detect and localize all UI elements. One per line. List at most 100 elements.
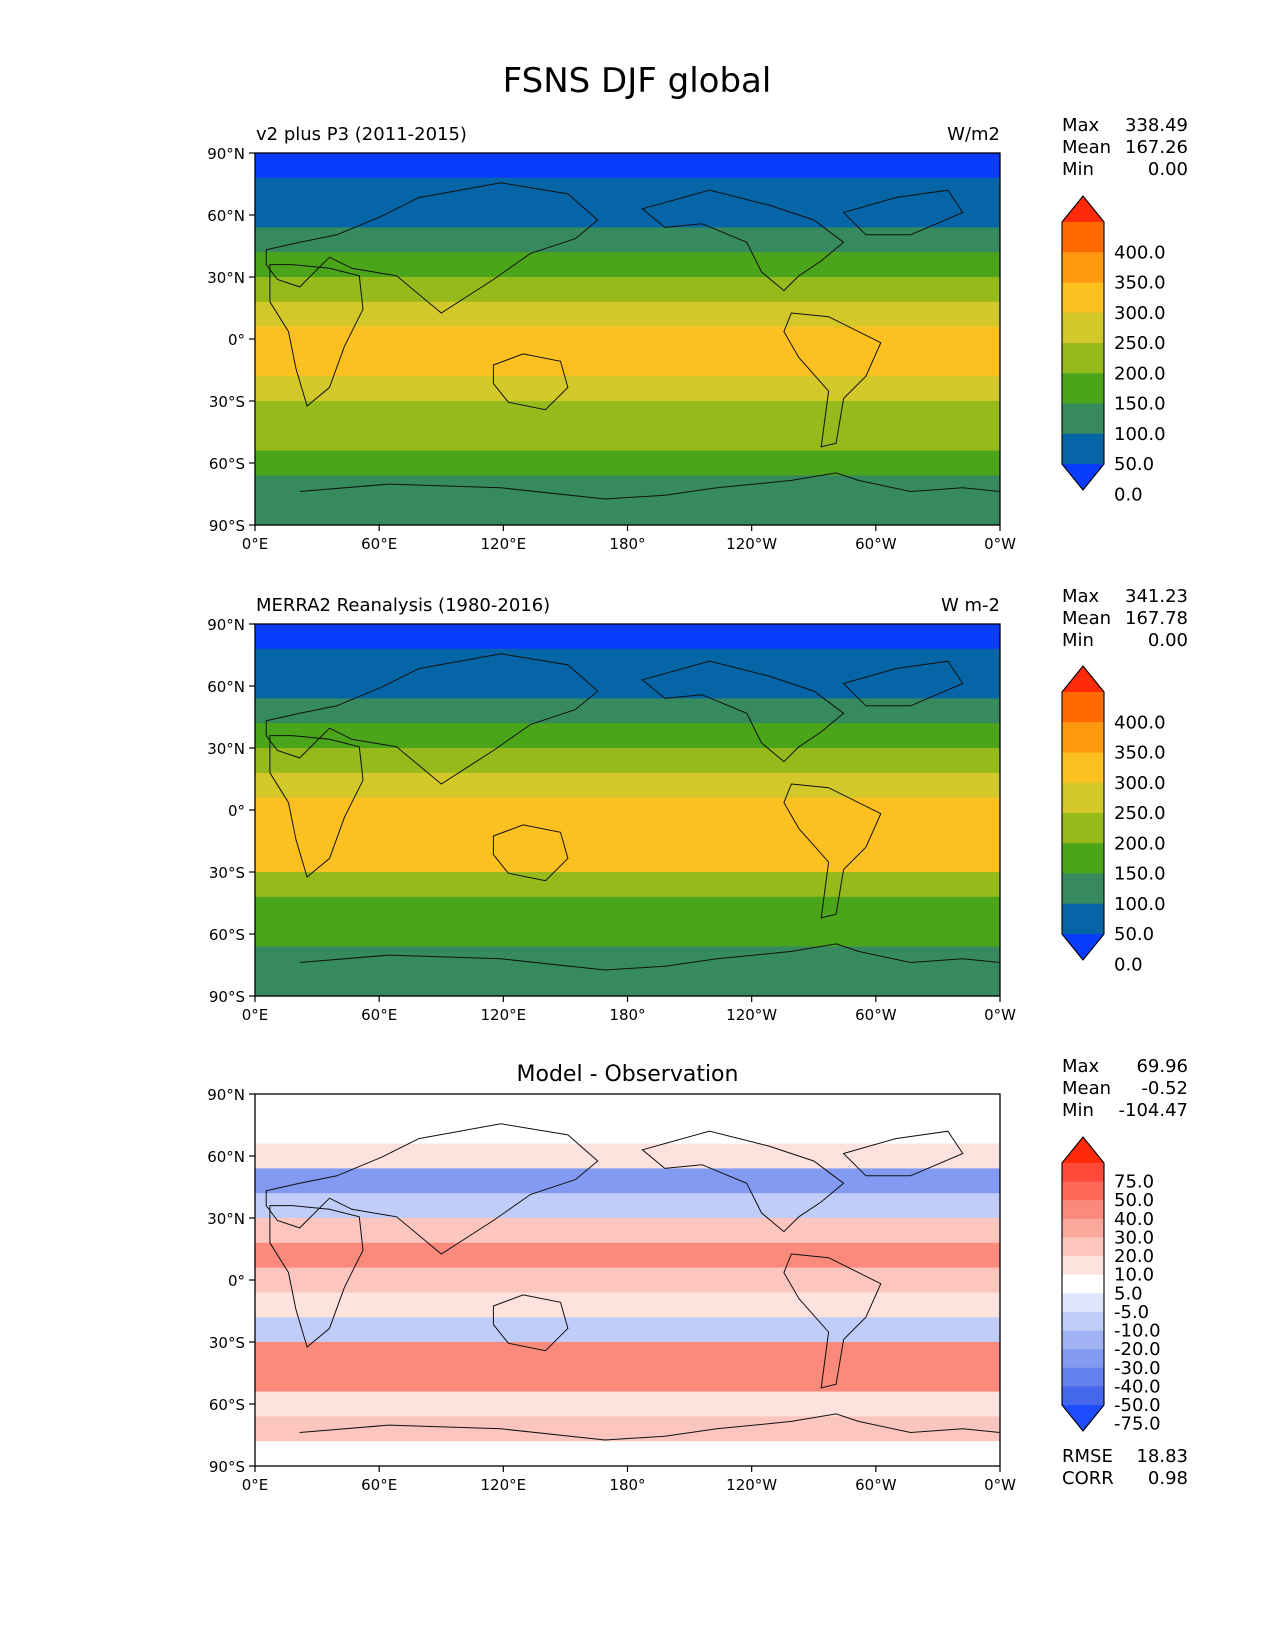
field-band: [255, 401, 1000, 427]
y-tick-label: 0°: [228, 802, 245, 820]
stat-value: 341.23: [1125, 586, 1188, 607]
colorbar-outline: [1061, 195, 1105, 491]
y-tick-label: 30°N: [207, 1210, 245, 1228]
colorbar-label: 400.0: [1114, 242, 1166, 263]
field-band: [255, 896, 1000, 923]
colorbar-label: 5.0: [1114, 1283, 1143, 1304]
panel-left-title: MERRA2 Reanalysis (1980-2016): [256, 595, 550, 616]
coastline: [299, 943, 1001, 971]
field-band: [255, 450, 1000, 476]
stat-value: -104.47: [1119, 1100, 1188, 1121]
y-tick-label: 30°S: [209, 864, 245, 882]
coastline: [265, 653, 599, 785]
colorbar-segment: [1062, 1256, 1104, 1276]
field-bands: [255, 1094, 1000, 1467]
y-tick-label: 90°N: [207, 616, 245, 634]
stat-label: Min: [1062, 630, 1094, 651]
field-band: [255, 376, 1000, 402]
colorbar: 75.050.040.030.020.010.05.0-5.0-10.0-20.…: [1061, 1136, 1161, 1435]
colorbar-segment: [1062, 312, 1104, 344]
field-band: [255, 1168, 1000, 1194]
colorbar-extend-min: [1062, 1405, 1104, 1431]
colorbar-segment: [1062, 722, 1104, 753]
colorbar-segment: [1062, 843, 1104, 874]
y-tick-label: 90°S: [209, 988, 245, 1006]
field-band: [255, 1292, 1000, 1318]
stat-label: Max: [1062, 586, 1100, 607]
field-band: [255, 1391, 1000, 1417]
x-tick-label: 60°W: [855, 1476, 897, 1494]
x-tick-label: 120°W: [726, 1006, 777, 1024]
field-band: [255, 1317, 1000, 1343]
field-band: [255, 1143, 1000, 1169]
field-band: [255, 153, 1000, 179]
y-tick-label: 90°N: [207, 1086, 245, 1104]
field-band: [255, 326, 1000, 352]
coastline: [299, 472, 1001, 500]
colorbar-segment: [1062, 903, 1104, 935]
colorbar-label: 50.0: [1114, 1190, 1154, 1211]
figure-title: FSNS DJF global: [503, 61, 772, 101]
coastline: [265, 1123, 599, 1255]
colorbar-segment: [1062, 1163, 1104, 1183]
coastline: [842, 1130, 964, 1177]
field-bands: [255, 153, 1000, 526]
coastline: [783, 312, 882, 448]
colorbar-segment: [1062, 782, 1104, 814]
x-tick-label: 60°W: [855, 535, 897, 553]
panel-center-title: Model - Observation: [517, 1062, 739, 1087]
coastline: [641, 189, 845, 292]
x-tick-label: 0°W: [984, 1476, 1016, 1494]
stat-value: 69.96: [1136, 1056, 1188, 1077]
colorbar-label: 350.0: [1114, 273, 1166, 294]
colorbar-label: 200.0: [1114, 833, 1166, 854]
field-bands: [255, 624, 1000, 997]
colorbar-segment: [1062, 1367, 1104, 1387]
coastline: [492, 824, 569, 882]
field-band: [255, 648, 1000, 675]
field-band: [255, 500, 1000, 526]
map-panel-1: 90°N 60°N 30°N 0° 30°S 60°S 90°S0°E 60°E 120°E 18…: [207, 115, 1188, 553]
field-band: [255, 822, 1000, 848]
x-tick-label: 0°E: [242, 1006, 269, 1024]
colorbar-label: 350.0: [1114, 743, 1166, 764]
colorbar-segment: [1062, 222, 1104, 253]
y-tick-label: 60°S: [209, 1396, 245, 1414]
colorbar-extend-max: [1062, 196, 1104, 222]
x-tick-label: 0°E: [242, 535, 269, 553]
coastline: [299, 1413, 1001, 1441]
colorbar-label: 300.0: [1114, 303, 1166, 324]
x-tick-label: 60°E: [361, 1476, 397, 1494]
colorbar-segment: [1062, 1237, 1104, 1257]
colorbar-segment: [1062, 373, 1104, 404]
colorbar-label: 0.0: [1114, 954, 1143, 975]
colorbar-label: 40.0: [1114, 1209, 1154, 1230]
field-band: [255, 1218, 1000, 1244]
field-band: [255, 1242, 1000, 1269]
stat-label: Mean: [1062, 137, 1111, 158]
colorbar-segment: [1062, 752, 1104, 784]
y-tick-label: 60°N: [207, 1148, 245, 1166]
colorbar-label: 100.0: [1114, 424, 1166, 445]
field-band: [255, 1366, 1000, 1393]
colorbar-label: 400.0: [1114, 712, 1166, 733]
y-tick-label: 60°S: [209, 926, 245, 944]
colorbar-extend-min: [1062, 934, 1104, 960]
field-band: [255, 351, 1000, 377]
stats-block: Max 338.49 Mean 167.26 Min 0.00: [1062, 115, 1188, 180]
stat-value: 167.78: [1125, 608, 1188, 629]
x-tick-label: 180°: [609, 535, 645, 553]
stat-label: Min: [1062, 159, 1094, 180]
colorbar: 400.0 350.0 300.0 250.0 200.0 150.0 100.0 50.0 0…: [1061, 195, 1166, 505]
coastline: [269, 264, 364, 407]
colorbar-segment: [1062, 1200, 1104, 1220]
x-tick-label: 120°E: [481, 1006, 527, 1024]
coastline: [783, 783, 882, 919]
x-tick-label: 180°: [609, 1006, 645, 1024]
colorbar-label: -75.0: [1114, 1414, 1161, 1435]
field-band: [255, 624, 1000, 650]
stat-label: Min: [1062, 1100, 1094, 1121]
colorbar-segment: [1062, 1218, 1104, 1238]
colorbar-outline: [1061, 1136, 1105, 1432]
